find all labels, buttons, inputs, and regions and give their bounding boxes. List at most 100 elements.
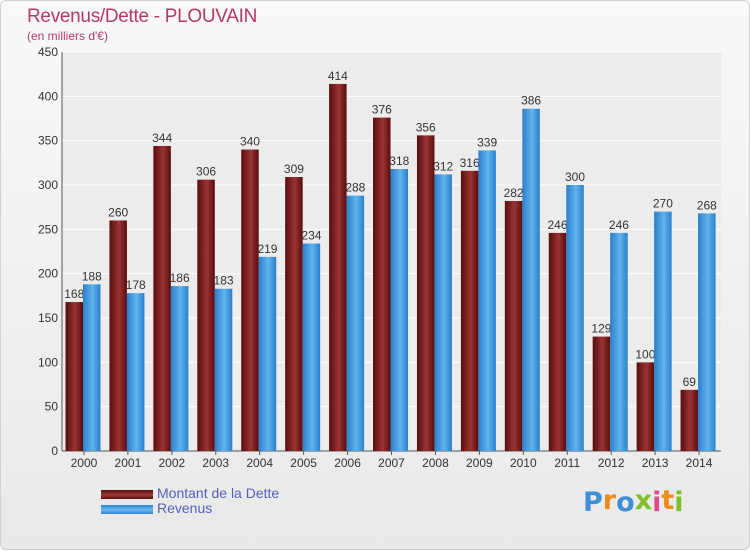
x-tick-label: 2013 bbox=[642, 456, 669, 470]
data-label-dette: 414 bbox=[328, 69, 348, 83]
bar-revenus bbox=[214, 288, 233, 451]
bar-dette bbox=[241, 149, 259, 452]
data-label-revenus: 234 bbox=[301, 229, 321, 243]
bar-revenus bbox=[522, 108, 540, 451]
bar-revenus bbox=[698, 213, 716, 451]
bar-dette bbox=[680, 389, 699, 451]
x-tick-label: 2004 bbox=[246, 456, 273, 470]
x-tick-label: 2012 bbox=[598, 456, 625, 470]
bar-revenus bbox=[566, 185, 584, 451]
x-tick-label: 2002 bbox=[158, 456, 185, 470]
bar-dette bbox=[153, 145, 171, 451]
proxiti-logo: Proxiti bbox=[583, 485, 684, 518]
x-tick-label: 2007 bbox=[378, 456, 405, 470]
y-tick-label: 100 bbox=[38, 355, 58, 369]
logo-letter: x bbox=[634, 485, 653, 516]
bar-dette bbox=[329, 83, 347, 452]
bar-revenus bbox=[346, 195, 365, 451]
logo-letter: i bbox=[652, 487, 662, 518]
data-label-dette: 260 bbox=[108, 205, 128, 219]
bar-dette bbox=[504, 200, 523, 451]
y-tick-label: 350 bbox=[38, 134, 58, 148]
data-label-revenus: 219 bbox=[257, 242, 277, 256]
x-tick-label: 2000 bbox=[71, 456, 98, 470]
data-label-revenus: 339 bbox=[477, 135, 497, 149]
legend-swatch-dette bbox=[101, 490, 153, 499]
data-label-revenus: 188 bbox=[82, 269, 102, 283]
bar-dette bbox=[197, 179, 215, 451]
logo-letter: o bbox=[616, 487, 635, 518]
data-label-dette: 376 bbox=[372, 103, 392, 117]
data-label-dette: 168 bbox=[64, 287, 84, 301]
data-label-revenus: 186 bbox=[170, 271, 190, 285]
legend-label-revenus: Revenus bbox=[157, 500, 213, 516]
x-tick-label: 2010 bbox=[510, 456, 537, 470]
y-tick-label: 0 bbox=[51, 444, 58, 458]
bar-dette bbox=[416, 135, 435, 451]
data-label-dette: 306 bbox=[196, 165, 216, 179]
data-label-dette: 129 bbox=[591, 322, 611, 336]
bar-revenus bbox=[83, 284, 101, 451]
y-tick-label: 400 bbox=[38, 89, 58, 103]
data-label-revenus: 178 bbox=[126, 278, 146, 292]
chart-subtitle: (en milliers d'€) bbox=[27, 29, 108, 43]
data-label-revenus: 312 bbox=[433, 159, 453, 173]
bar-dette bbox=[373, 117, 391, 451]
bar-revenus bbox=[170, 286, 189, 451]
y-tick-label: 150 bbox=[38, 311, 58, 325]
data-label-revenus: 288 bbox=[345, 181, 365, 195]
bar-revenus bbox=[654, 211, 672, 451]
data-label-revenus: 270 bbox=[653, 197, 673, 211]
x-tick-label: 2009 bbox=[466, 456, 493, 470]
bar-revenus bbox=[610, 232, 628, 451]
legend-label-dette: Montant de la Dette bbox=[157, 485, 280, 501]
bar-revenus bbox=[478, 150, 496, 452]
data-label-revenus: 268 bbox=[697, 198, 717, 212]
bar-dette bbox=[285, 177, 303, 451]
chart-title: Revenus/Dette - PLOUVAIN bbox=[27, 6, 258, 27]
data-label-dette: 100 bbox=[635, 347, 655, 361]
bar-revenus bbox=[434, 174, 452, 452]
logo-letter: r bbox=[602, 485, 617, 516]
data-label-revenus: 246 bbox=[609, 218, 629, 232]
data-label-revenus: 300 bbox=[565, 170, 585, 184]
data-label-dette: 309 bbox=[284, 162, 304, 176]
y-tick-label: 200 bbox=[38, 267, 58, 281]
data-label-revenus: 318 bbox=[389, 154, 409, 168]
y-tick-label: 450 bbox=[38, 45, 58, 59]
bar-revenus bbox=[126, 293, 145, 451]
data-label-dette: 246 bbox=[548, 218, 568, 232]
y-tick-label: 300 bbox=[38, 178, 58, 192]
bar-dette bbox=[636, 362, 655, 451]
x-tick-label: 2005 bbox=[290, 456, 317, 470]
data-label-revenus: 386 bbox=[521, 94, 541, 108]
bar-dette bbox=[65, 302, 83, 451]
y-tick-label: 50 bbox=[45, 400, 59, 414]
bar-dette bbox=[592, 336, 611, 451]
x-tick-label: 2006 bbox=[334, 456, 361, 470]
data-label-dette: 316 bbox=[460, 156, 480, 170]
bar-revenus bbox=[390, 169, 409, 452]
x-tick-label: 2001 bbox=[115, 456, 142, 470]
y-tick-label: 250 bbox=[38, 222, 58, 236]
logo-letter: P bbox=[583, 487, 603, 518]
x-tick-label: 2011 bbox=[554, 456, 580, 470]
bar-revenus bbox=[302, 243, 321, 451]
bar-dette bbox=[109, 220, 127, 451]
x-tick-label: 2003 bbox=[202, 456, 229, 470]
data-label-dette: 356 bbox=[416, 120, 436, 134]
logo-letter: t bbox=[661, 485, 675, 516]
x-tick-label: 2008 bbox=[422, 456, 449, 470]
logo-letter: i bbox=[674, 487, 684, 518]
data-label-dette: 69 bbox=[683, 375, 697, 389]
data-label-revenus: 183 bbox=[214, 274, 234, 288]
bar-dette bbox=[460, 170, 479, 451]
legend-swatch-revenus bbox=[101, 505, 153, 514]
data-label-dette: 282 bbox=[504, 186, 524, 200]
data-label-dette: 340 bbox=[240, 135, 260, 149]
data-label-dette: 344 bbox=[152, 131, 172, 145]
x-tick-label: 2014 bbox=[686, 456, 713, 470]
bar-revenus bbox=[258, 256, 277, 451]
